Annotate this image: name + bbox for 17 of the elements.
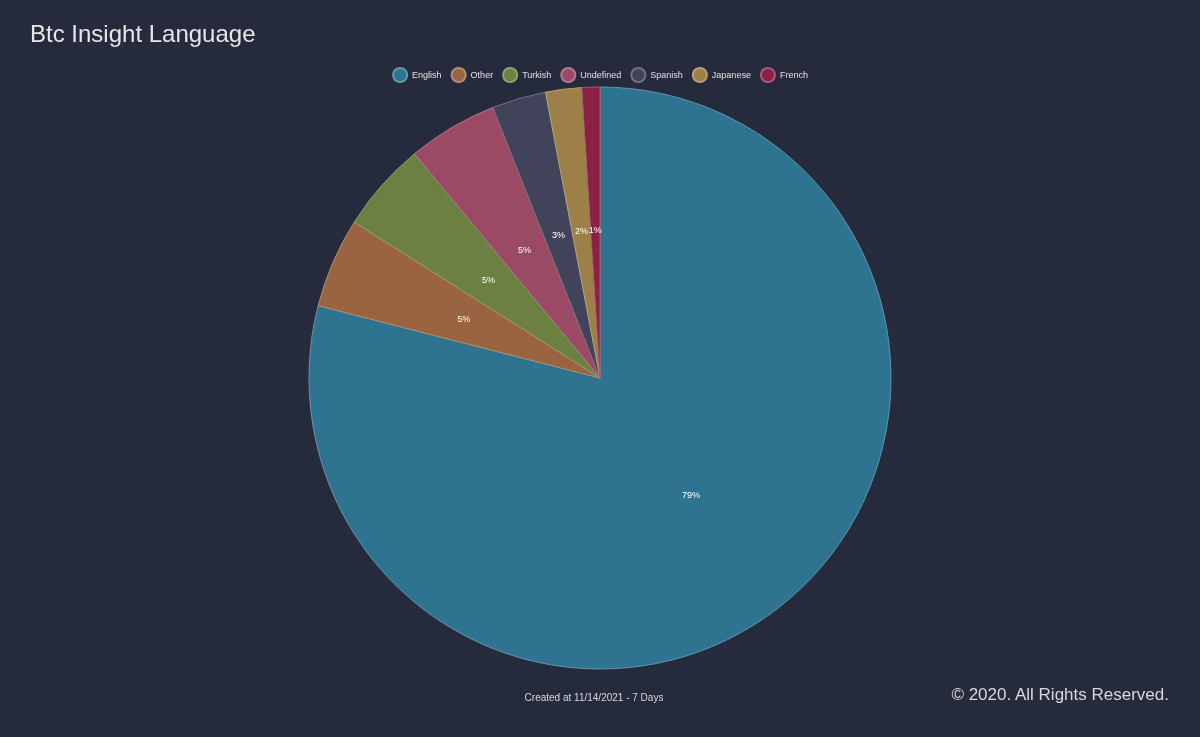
data-label: 79% [682,490,701,501]
legend-label: English [412,70,442,80]
legend-label: Undefined [580,70,622,80]
data-label: 3% [552,230,566,241]
chart-title: Btc Insight Language [30,19,256,47]
legend-label: Japanese [711,70,751,80]
data-label: 1% [588,224,602,235]
data-label: 5% [457,314,471,325]
data-label: 2% [574,225,588,236]
text: © 2020. All Rights Reserved. [951,684,1169,704]
text: Created at 11/14/2021 - 7 Days [524,691,664,703]
data-label: 5% [517,245,531,256]
legend-label: French [779,70,808,80]
legend-label: Turkish [522,70,552,80]
data-label: 5% [482,274,496,285]
legend-label: Other [470,70,494,80]
legend-label: Spanish [650,70,683,80]
